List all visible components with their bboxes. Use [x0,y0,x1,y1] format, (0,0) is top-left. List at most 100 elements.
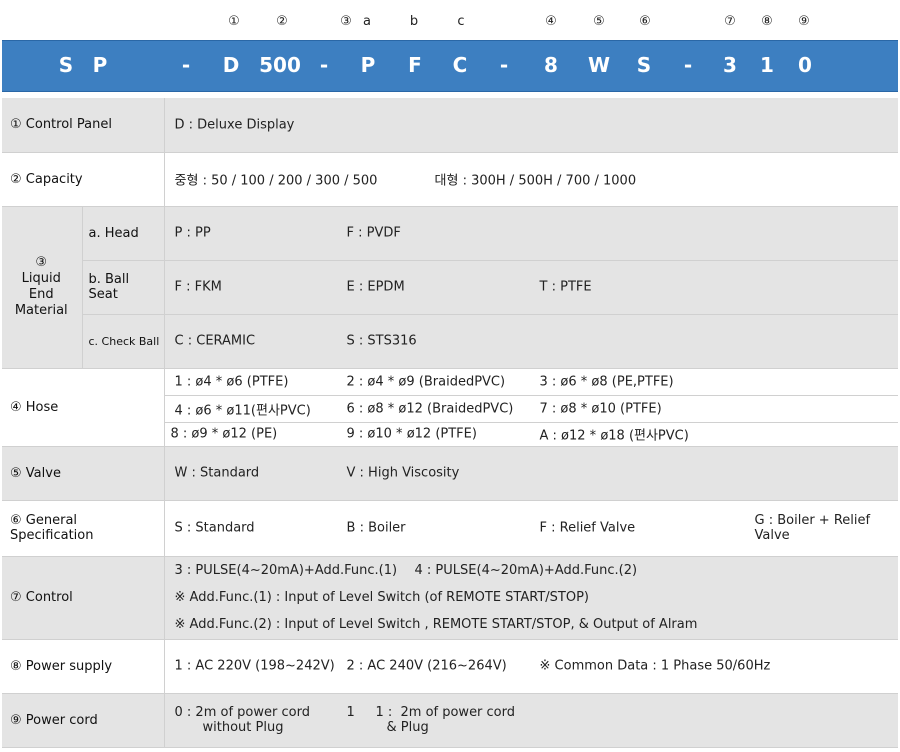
power-supply-220: 1 : AC 220V (198~242V) [174,658,335,674]
code-char: C [452,53,468,77]
model-code-band: S P - D 500 - P F C - 8 W S - 3 1 0 [2,40,898,92]
check-ball-ceramic: C : CERAMIC [174,333,256,349]
code-char: P [92,53,108,77]
hose-option: 7 : ø8 * ø10 (PTFE) [539,401,662,416]
row-hose-1: ④ Hose 1 : ø4 * ø6 (PTFE) 2 : ø4 * ø9 (B… [2,368,899,447]
row-hose-3: 8 : ø9 * ø12 (PE) 9 : ø10 * ø12 (PTFE) A… [2,422,899,447]
label-liquid-l2: End [28,287,54,302]
power-supply-note: ※ Common Data : 1 Phase 50/60Hz [539,658,771,674]
marker-6: ⑥ [639,14,651,29]
marker-a: a [363,14,371,29]
control-note-2: ※ Add.Func.(2) : Input of Level Switch ,… [174,616,698,632]
hose-option: 6 : ø8 * ø12 (BraidedPVC) [346,401,514,416]
hose-option: 2 : ø4 * ø9 (BraidedPVC) [346,374,506,389]
label-control-panel: ① Control Panel [2,98,165,153]
power-supply-240: 2 : AC 240V (216~264V) [346,658,507,674]
power-cord-no-plug-l2: without Plug [202,720,284,735]
row-general-spec: ⑥ General Specification S : Standard B :… [2,500,899,557]
code-char: 1 [760,53,774,77]
marker-3: ③ [340,14,352,29]
ball-seat-epdm: E : EPDM [346,279,405,295]
valve-high-viscosity: V : High Viscosity [346,465,460,481]
label-ball-seat: b. Ball Seat [82,260,165,315]
hose-option: 4 : ø6 * ø11(편사PVC) [174,403,311,418]
general-standard: S : Standard [174,520,255,536]
code-char: 500 [259,53,301,77]
power-cord-plug-l1: 1 1 : 2m of power cord [346,705,516,720]
head-option-pp: P : PP [174,225,211,241]
control-note-1: ※ Add.Func.(1) : Input of Level Switch (… [174,589,589,605]
row-power-supply: ⑧ Power supply 1 : AC 220V (198~242V) 2 … [2,639,899,694]
marker-5: ⑤ [593,14,605,29]
row-head: ③ Liquid End Material a. Head P : PP F :… [2,206,899,369]
capacity-medium: 중형 : 50 / 100 / 200 / 300 / 500 [174,173,378,189]
row-check-ball: c. Check Ball C : CERAMIC S : STS316 [2,314,899,369]
code-char: P [360,53,376,77]
code-char: D [222,53,240,77]
spec-table: ① Control Panel D : Deluxe Display ② Cap… [2,98,899,748]
power-cord-no-plug: 0 : 2m of power cord without Plug [175,705,310,735]
general-boiler-relief-l2: Valve [754,528,790,543]
control-option-4: 4 : PULSE(4~20mA)+Add.Func.(2) [414,562,638,578]
row-capacity: ② Capacity 중형 : 50 / 100 / 200 / 300 / 5… [2,152,899,207]
label-liquid-l3: Material [14,303,68,318]
code-char: S [58,53,74,77]
hose-option: 9 : ø10 * ø12 (PTFE) [346,426,477,442]
label-head: a. Head [82,206,165,261]
row-power-cord: ⑨ Power cord 0 : 2m of power cord withou… [2,693,899,748]
code-dash: - [499,53,509,77]
capacity-large: 대형 : 300H / 500H / 700 / 1000 [434,173,637,189]
hose-option: A : ø12 * ø18 (편사PVC) [539,428,689,444]
code-char: W [587,53,611,77]
code-dash: - [181,53,191,77]
power-cord-plug-l2: & Plug [386,720,429,735]
head-option-pvdf: F : PVDF [346,225,401,241]
marker-b: b [409,14,419,29]
ball-seat-ptfe: T : PTFE [539,279,592,295]
row-valve: ⑤ Valve W : Standard V : High Viscosity [2,446,899,501]
power-cord-no-plug-l1: 0 : 2m of power cord [174,705,310,720]
label-liquid-end-material: ③ Liquid End Material [2,206,83,369]
marker-9: ⑨ [798,14,810,29]
hose-option: 1 : ø4 * ø6 (PTFE) [174,374,289,389]
ball-seat-fkm: F : FKM [174,279,222,295]
label-power-cord: ⑨ Power cord [2,693,165,748]
row-hose-2: 4 : ø6 * ø11(편사PVC) 6 : ø8 * ø12 (Braide… [2,395,899,423]
code-char: 8 [544,53,558,77]
power-cord-plug: 1 1 : 2m of power cord & Plug [347,705,516,735]
control-options-line: 3 : PULSE(4~20mA)+Add.Func.(1) 4 : PULSE… [175,557,898,584]
label-control: ⑦ Control [2,556,165,640]
label-general-spec: ⑥ General Specification [2,500,165,557]
marker-2: ② [276,14,288,29]
check-ball-sts316: S : STS316 [346,333,417,349]
hose-option: 3 : ø6 * ø8 (PE,PTFE) [539,374,674,389]
row-control: ⑦ Control 3 : PULSE(4~20mA)+Add.Func.(1)… [2,556,899,640]
marker-7: ⑦ [724,14,736,29]
code-char: S [636,53,652,77]
control-option-3: 3 : PULSE(4~20mA)+Add.Func.(1) [174,562,398,578]
label-liquid-num: ③ [35,255,48,270]
code-char: F [408,53,422,77]
marker-c: c [457,14,465,29]
marker-1: ① [228,14,240,29]
code-char: 0 [798,53,812,77]
valve-standard: W : Standard [174,465,260,481]
general-boiler: B : Boiler [346,520,406,536]
label-power-supply: ⑧ Power supply [2,639,165,694]
general-boiler-relief: G : Boiler + Relief Valve [755,513,871,543]
value-control-panel: D : Deluxe Display [174,117,295,133]
label-valve: ⑤ Valve [2,446,165,501]
label-liquid-l1: Liquid [21,271,61,286]
row-ball-seat: b. Ball Seat F : FKM E : EPDM T : PTFE [2,260,899,315]
general-relief-valve: F : Relief Valve [539,520,636,536]
code-char: 3 [723,53,737,77]
marker-4: ④ [545,14,557,29]
label-hose: ④ Hose [2,368,165,447]
position-markers: ① ② ③ a b c ④ ⑤ ⑥ ⑦ ⑧ ⑨ [0,0,900,38]
label-check-ball: c. Check Ball [82,314,165,369]
marker-8: ⑧ [761,14,773,29]
row-control-panel: ① Control Panel D : Deluxe Display [2,98,899,153]
hose-option: 8 : ø9 * ø12 (PE) [170,426,278,442]
general-boiler-relief-l1: G : Boiler + Relief [754,513,871,528]
code-dash: - [319,53,329,77]
